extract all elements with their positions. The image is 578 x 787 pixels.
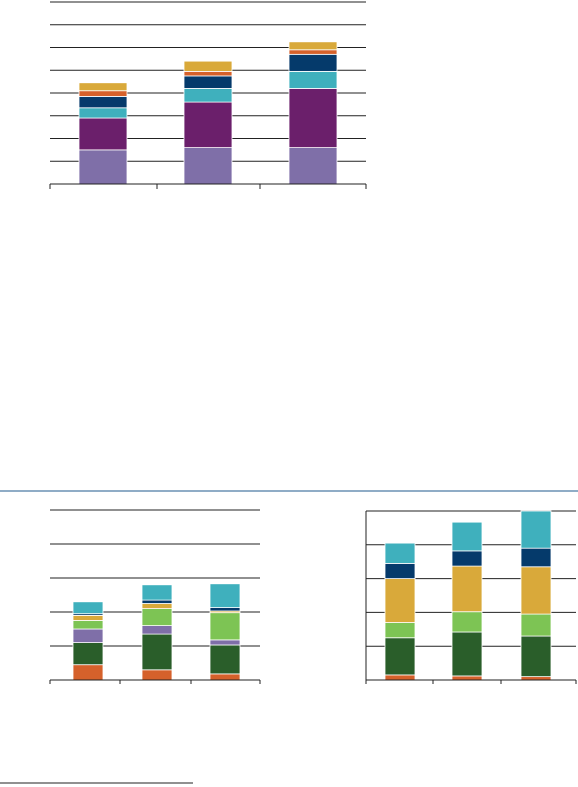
bar-segment-orange-3 — [209, 673, 241, 681]
bar-segment-lavender-2 — [141, 625, 173, 635]
bar-segment-dark_green-1 — [72, 642, 104, 666]
bar-segment-purple-3 — [288, 88, 338, 148]
bar-segment-navy-1 — [384, 562, 416, 580]
chart-bottom-right — [365, 510, 577, 684]
bar-segment-gold-1 — [384, 578, 416, 623]
bar-segment-teal-3 — [520, 510, 552, 549]
bar-segment-orange-3 — [288, 49, 338, 55]
bar-segment-gold-2 — [451, 565, 483, 613]
bar-segment-navy-2 — [451, 550, 483, 567]
bar-segment-teal-3 — [288, 70, 338, 89]
bar-segment-gold-1 — [78, 82, 128, 92]
bar-segment-light_green-2 — [141, 608, 173, 626]
bar-segment-light_green-2 — [451, 611, 483, 633]
bar-segment-light_green-3 — [520, 613, 552, 637]
bar-segment-gold-3 — [288, 41, 338, 51]
bar-segment-orange-2 — [451, 675, 483, 681]
bar-segment-lavender-3 — [209, 639, 241, 646]
bar-segment-teal-1 — [384, 542, 416, 564]
bar-segment-dark_green-3 — [520, 635, 552, 678]
chart-bottom-left — [49, 509, 261, 684]
bar-segment-navy-3 — [288, 53, 338, 72]
bar-segment-teal-3 — [209, 583, 241, 608]
bar-segment-lavender-2 — [183, 147, 233, 185]
bar-segment-gold-2 — [183, 60, 233, 72]
bar-segment-teal-2 — [183, 88, 233, 103]
bar-segment-gold-1 — [72, 615, 104, 621]
bar-segment-orange-2 — [141, 669, 173, 681]
bar-segment-orange-2 — [183, 70, 233, 77]
bar-segment-teal-1 — [78, 107, 128, 119]
bar-segment-light_green-1 — [384, 622, 416, 639]
bar-segment-light_green-1 — [72, 620, 104, 630]
bar-segment-navy-1 — [78, 96, 128, 109]
bar-segment-purple-1 — [78, 117, 128, 151]
bar-segment-dark_green-2 — [451, 631, 483, 677]
bar-segment-orange-3 — [520, 676, 552, 681]
bar-segment-orange-1 — [384, 674, 416, 681]
bar-segment-navy-3 — [520, 547, 552, 568]
bar-segment-lavender-1 — [72, 628, 104, 644]
bar-segment-gold-2 — [141, 603, 173, 609]
bar-segment-gold-3 — [520, 566, 552, 615]
bar-segment-navy-3 — [209, 607, 241, 612]
bar-segment-teal-1 — [72, 601, 104, 615]
chart-top — [49, 1, 367, 189]
bar-segment-dark_green-3 — [209, 644, 241, 675]
bar-segment-purple-2 — [183, 101, 233, 148]
bar-segment-teal-2 — [451, 521, 483, 552]
bar-segment-dark_green-1 — [384, 637, 416, 676]
bar-segment-lavender-3 — [288, 147, 338, 185]
bar-segment-lavender-1 — [78, 149, 128, 185]
bar-segment-navy-2 — [183, 75, 233, 89]
bar-segment-orange-1 — [72, 664, 104, 681]
bar-segment-teal-2 — [141, 584, 173, 601]
bar-segment-orange-1 — [78, 90, 128, 97]
bar-segment-dark_green-2 — [141, 633, 173, 671]
bar-segment-light_green-3 — [209, 612, 241, 641]
bar-segment-navy-2 — [141, 599, 173, 604]
